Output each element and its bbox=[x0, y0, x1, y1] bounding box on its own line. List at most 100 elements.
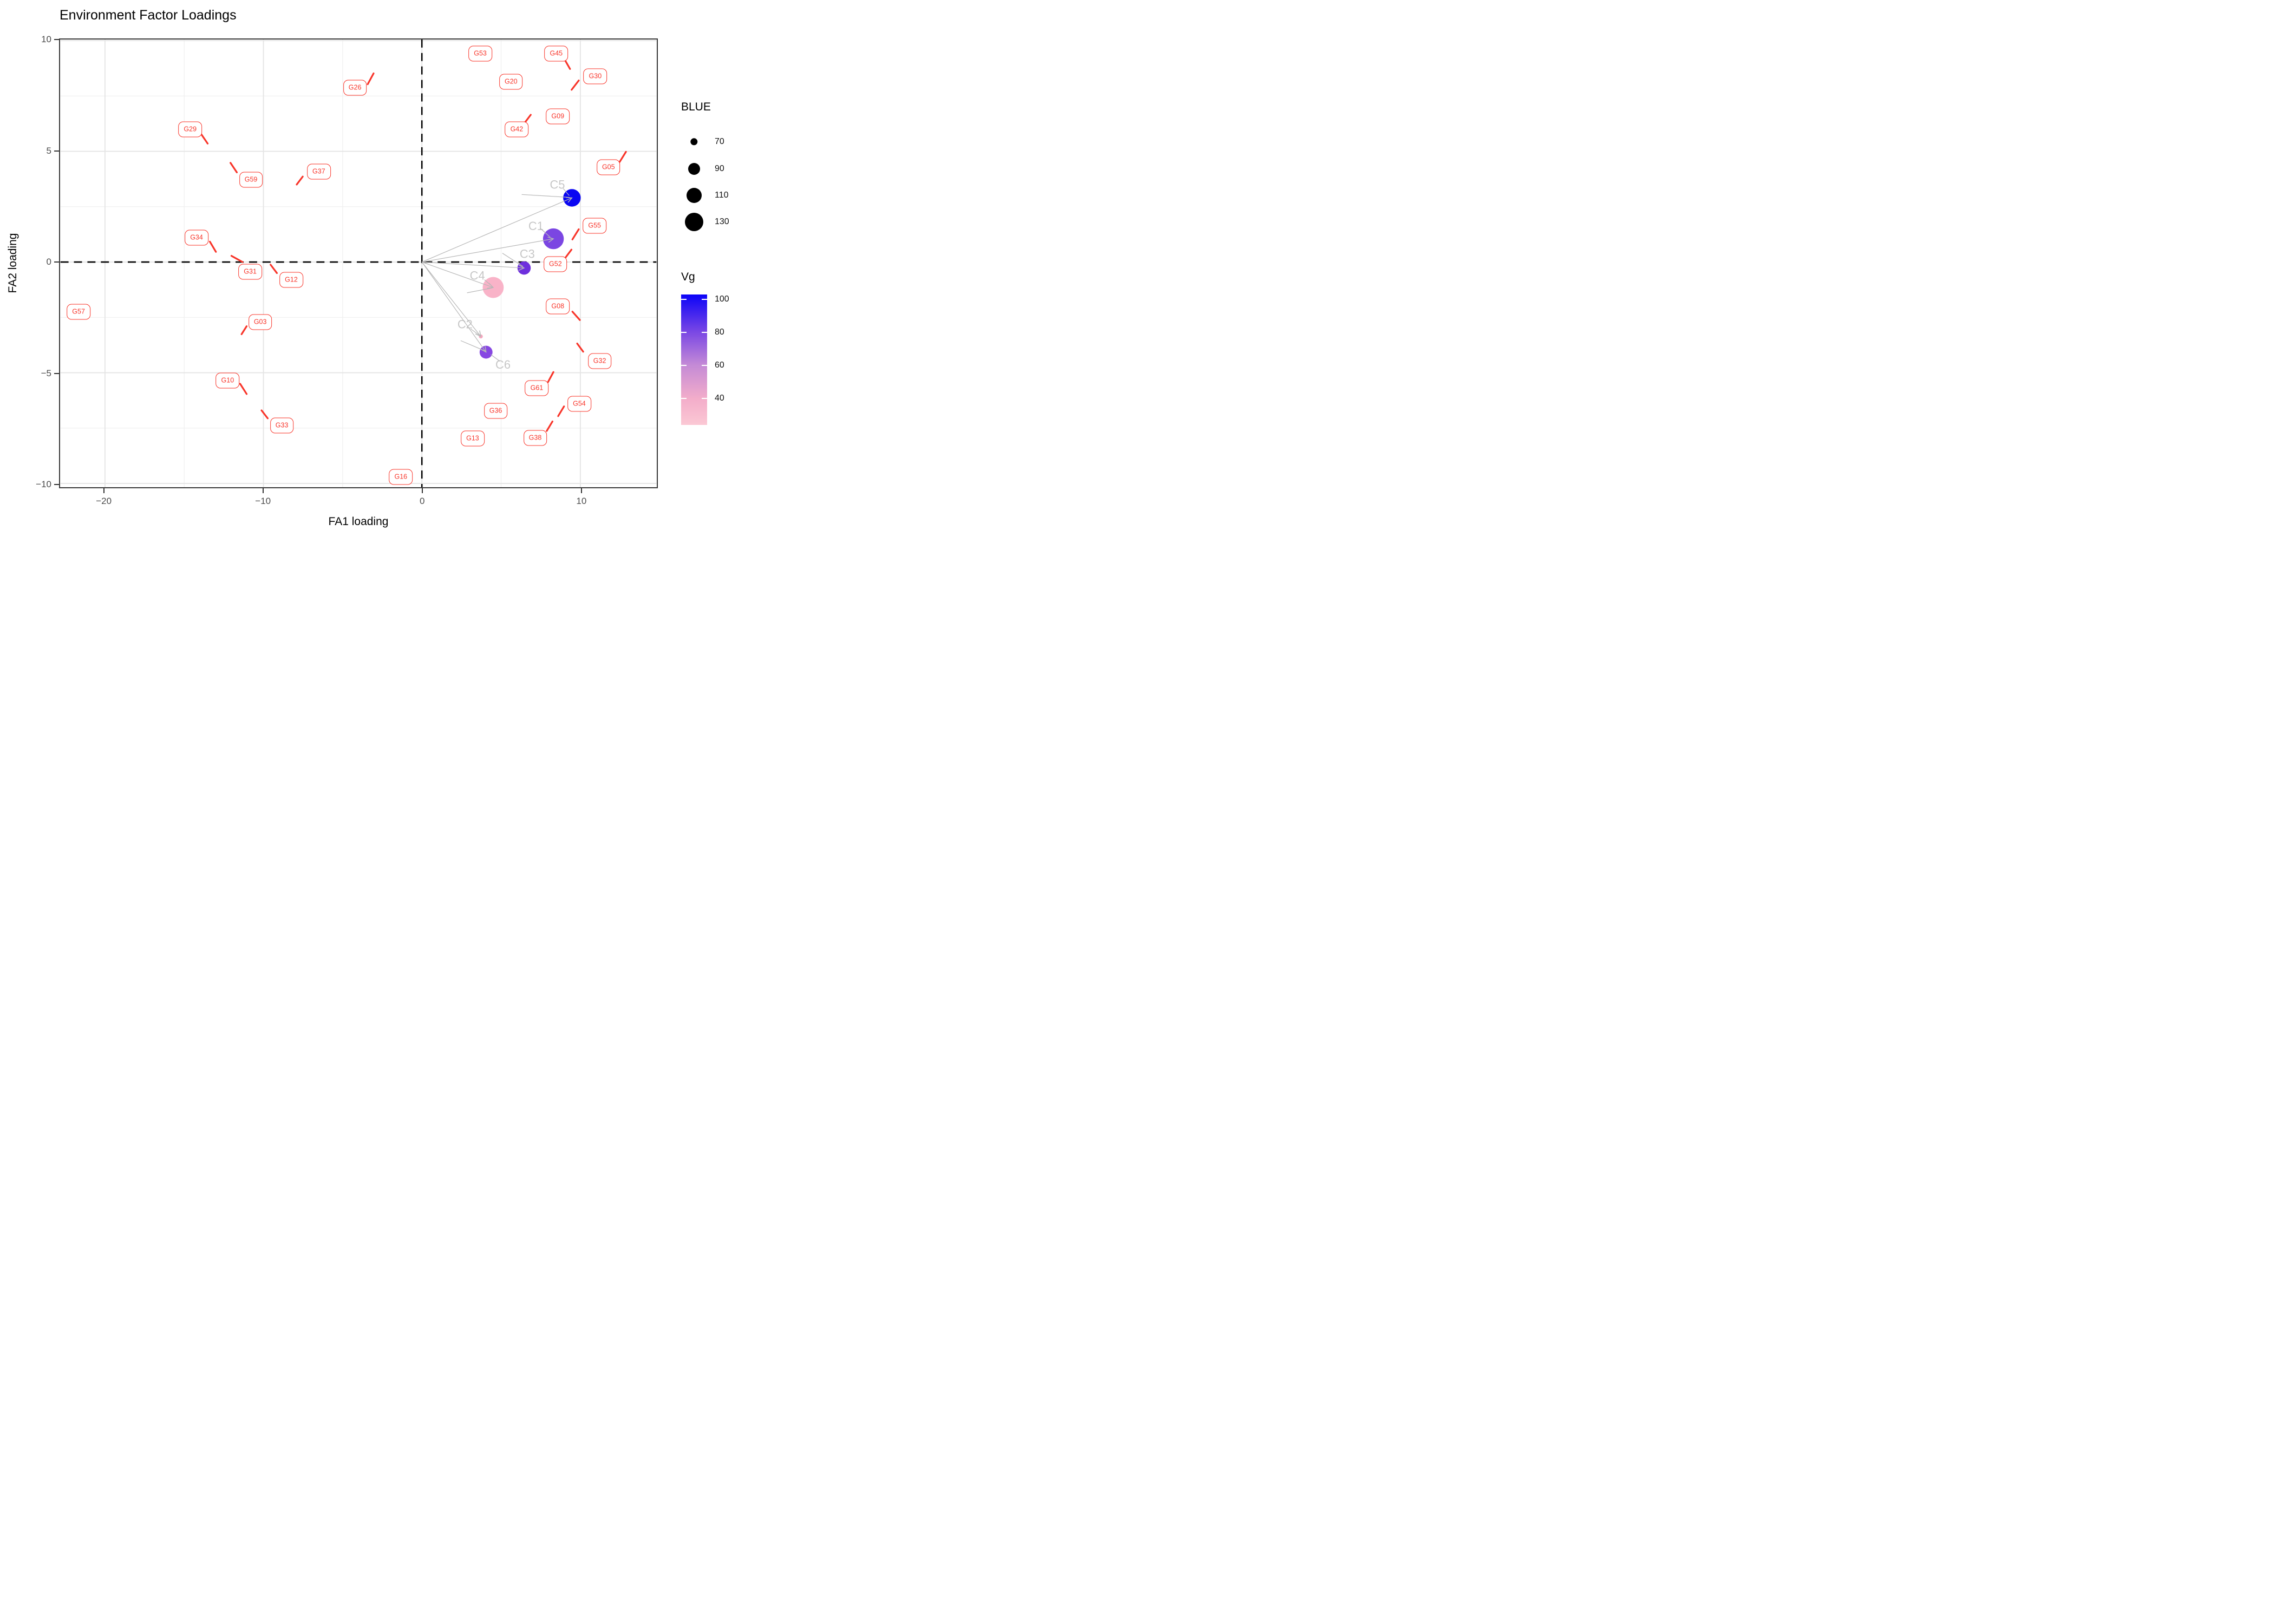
origin-arrow-C2 bbox=[421, 261, 482, 337]
gene-label-G26: G26 bbox=[343, 80, 367, 96]
color-legend-tick-mark bbox=[681, 332, 687, 333]
gene-label-G31: G31 bbox=[238, 264, 262, 280]
env-label-C1: C1 bbox=[528, 219, 544, 233]
gene-leader-G30 bbox=[571, 80, 580, 91]
y-tick-mark bbox=[54, 372, 59, 374]
env-label-C3: C3 bbox=[520, 247, 535, 261]
color-legend-gradient-bar bbox=[681, 294, 707, 425]
gene-label-G30: G30 bbox=[583, 68, 607, 84]
gene-label-G32: G32 bbox=[587, 353, 612, 369]
gene-label-G38: G38 bbox=[523, 430, 547, 446]
x-axis-title: FA1 loading bbox=[328, 515, 389, 528]
size-legend-value: 110 bbox=[715, 191, 729, 200]
env-label-segment bbox=[491, 354, 500, 362]
env-point-C4 bbox=[482, 277, 504, 298]
env-label-segment bbox=[563, 188, 570, 196]
x-tick-mark bbox=[262, 488, 264, 493]
gene-label-G03: G03 bbox=[248, 314, 272, 330]
color-legend-value: 80 bbox=[715, 328, 724, 337]
gene-label-G55: G55 bbox=[583, 218, 607, 234]
color-legend-tick-mark bbox=[702, 299, 707, 300]
color-legend-title: Vg bbox=[681, 271, 695, 283]
gene-label-G09: G09 bbox=[546, 108, 570, 125]
env-label-segment bbox=[467, 287, 493, 293]
gene-leader-G26 bbox=[367, 72, 375, 86]
gene-leader-G42 bbox=[524, 114, 532, 123]
gene-label-G10: G10 bbox=[215, 372, 240, 389]
env-label-segment bbox=[502, 253, 524, 267]
x-tick-label: −20 bbox=[96, 496, 112, 506]
y-tick-mark bbox=[54, 150, 59, 152]
gene-leader-G37 bbox=[296, 175, 304, 186]
color-legend-tick-mark bbox=[702, 365, 707, 366]
gene-label-G57: G57 bbox=[67, 304, 90, 320]
gene-leader-G33 bbox=[260, 409, 269, 420]
size-legend-value: 70 bbox=[715, 137, 724, 146]
size-legend-value: 130 bbox=[715, 217, 729, 226]
gene-label-G34: G34 bbox=[185, 230, 208, 246]
gene-label-G37: G37 bbox=[307, 163, 331, 180]
legend: BLUE 70 90 110 130 Vg 100 80 60 40 bbox=[676, 0, 758, 541]
gene-label-G45: G45 bbox=[544, 45, 568, 62]
color-legend-tick-mark bbox=[681, 299, 687, 300]
env-label-C5: C5 bbox=[550, 178, 565, 192]
gene-label-G36: G36 bbox=[483, 403, 508, 419]
gene-label-G61: G61 bbox=[525, 380, 549, 396]
size-legend-title: BLUE bbox=[681, 101, 711, 113]
figure: Environment Factor Loadings C1 C2 C3 C4 C5 C6… bbox=[0, 0, 758, 541]
gene-leader-G03 bbox=[240, 325, 248, 335]
size-legend-dot-70 bbox=[690, 138, 698, 146]
color-legend-tick-mark bbox=[681, 398, 687, 400]
size-legend-dot-90 bbox=[688, 163, 700, 175]
gene-label-G08: G08 bbox=[546, 298, 570, 315]
y-tick-label: −10 bbox=[36, 479, 51, 489]
gene-label-G05: G05 bbox=[596, 159, 620, 175]
plot-panel: C1 C2 C3 C4 C5 C6 G53 G45 G30 G20 G26 G09 G42 G29 G05 G… bbox=[59, 38, 658, 488]
color-legend-value: 100 bbox=[715, 294, 729, 304]
gene-label-G54: G54 bbox=[567, 396, 591, 412]
color-legend-tick-mark bbox=[702, 332, 707, 333]
x-tick-mark bbox=[421, 488, 423, 493]
gene-label-G20: G20 bbox=[499, 74, 523, 90]
y-tick-label: 0 bbox=[46, 257, 51, 267]
size-legend-value: 90 bbox=[715, 164, 724, 173]
origin-arrow-C3 bbox=[422, 261, 525, 271]
gene-label-G52: G52 bbox=[544, 256, 567, 272]
y-tick-mark bbox=[54, 39, 59, 41]
gene-leader-G34 bbox=[209, 240, 217, 253]
gene-leader-G29 bbox=[200, 133, 209, 145]
gene-leader-G32 bbox=[576, 342, 584, 353]
gene-label-G42: G42 bbox=[505, 121, 529, 137]
gene-label-G16: G16 bbox=[389, 469, 413, 485]
origin-arrow-C1 bbox=[422, 237, 554, 263]
x-tick-mark bbox=[580, 488, 582, 493]
size-legend-dot-110 bbox=[687, 188, 702, 203]
gene-label-G33: G33 bbox=[270, 417, 294, 434]
gene-leader-G05 bbox=[618, 150, 627, 163]
origin-arrow-C5 bbox=[421, 197, 573, 263]
color-legend-tick-mark bbox=[702, 398, 707, 400]
gene-leader-G08 bbox=[571, 311, 581, 321]
origin-arrow-C4 bbox=[422, 261, 494, 289]
y-tick-label: −5 bbox=[41, 368, 51, 378]
y-axis-title: FA2 loading bbox=[6, 233, 19, 293]
size-legend-dot-130 bbox=[685, 213, 703, 231]
env-label-segment bbox=[540, 228, 551, 238]
plot-title: Environment Factor Loadings bbox=[60, 8, 237, 23]
gene-leader-G54 bbox=[557, 405, 565, 417]
color-legend-value: 40 bbox=[715, 394, 724, 403]
gene-leader-G12 bbox=[270, 264, 278, 274]
env-label-C2: C2 bbox=[458, 317, 473, 331]
gene-leader-G31 bbox=[230, 255, 244, 263]
gene-leader-G59 bbox=[230, 162, 238, 173]
y-tick-mark bbox=[54, 261, 59, 263]
y-tick-label: 5 bbox=[46, 145, 51, 156]
gene-leader-G61 bbox=[547, 371, 554, 383]
x-tick-label: −10 bbox=[255, 496, 271, 506]
gene-label-G29: G29 bbox=[178, 121, 202, 137]
origin-arrow-C6 bbox=[421, 261, 487, 353]
gene-label-G13: G13 bbox=[461, 430, 485, 447]
gene-label-G12: G12 bbox=[279, 272, 303, 288]
gene-leader-G38 bbox=[546, 420, 553, 432]
